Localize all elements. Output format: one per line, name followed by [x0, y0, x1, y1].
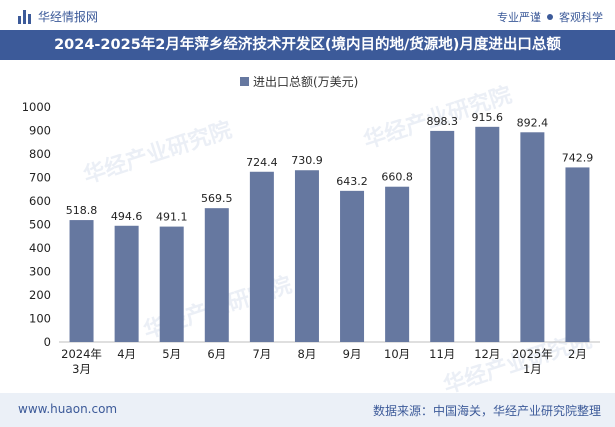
x-tick-label: 2月	[568, 347, 587, 361]
x-tick-label: 5月	[162, 347, 181, 361]
y-tick-label: 600	[29, 194, 51, 208]
tagline-right: 客观科学	[559, 11, 603, 24]
bar	[69, 220, 94, 342]
bar	[520, 132, 545, 342]
x-tick-label: 9月	[343, 347, 362, 361]
x-tick-label: 1月	[523, 362, 542, 376]
website-link[interactable]: www.huaon.com	[18, 402, 118, 416]
y-tick-label: 800	[29, 147, 51, 161]
bar	[159, 226, 184, 342]
data-label: 892.4	[517, 116, 549, 129]
x-tick-label: 12月	[474, 347, 500, 361]
chart-title: 2024-2025年2月年萍乡经济技术开发区(境内目的地/货源地)月度进出口总额	[0, 30, 615, 60]
y-tick-label: 0	[44, 335, 51, 349]
x-tick-label: 6月	[207, 347, 226, 361]
separator-dot-icon	[547, 14, 553, 20]
data-label: 898.3	[426, 115, 458, 128]
bar	[249, 171, 274, 342]
y-tick-label: 200	[29, 288, 51, 302]
y-tick-label: 400	[29, 241, 51, 255]
data-label: 491.1	[156, 211, 188, 224]
tagline: 专业严谨 客观科学	[497, 9, 603, 25]
x-tick-label: 4月	[117, 347, 136, 361]
brand-logo[interactable]: 华经情报网	[18, 8, 98, 25]
data-label: 494.6	[111, 210, 143, 223]
y-tick-label: 700	[29, 171, 51, 185]
tagline-left: 专业严谨	[497, 11, 541, 24]
y-tick-label: 500	[29, 218, 51, 232]
bar	[294, 170, 319, 342]
bar	[340, 190, 365, 342]
bar	[475, 126, 500, 342]
legend-label: 进出口总额(万美元)	[253, 75, 358, 89]
x-tick-label: 10月	[384, 347, 410, 361]
y-tick-label: 900	[29, 124, 51, 138]
data-label: 915.6	[472, 111, 504, 124]
data-label: 569.5	[201, 192, 233, 205]
y-tick-label: 1000	[22, 100, 51, 114]
bar-chart: 进出口总额(万美元) 0 100 200 300 400 500 600 700 800 900 10…	[22, 75, 600, 376]
x-tick-label: 2024年	[61, 347, 102, 361]
x-tick-label: 7月	[252, 347, 271, 361]
data-label: 518.8	[66, 204, 98, 217]
data-source: 数据来源：中国海关，华经产业研究院整理	[372, 404, 601, 418]
y-tick-label: 300	[29, 265, 51, 279]
top-bar: 华经情报网 专业严谨 客观科学	[0, 0, 615, 30]
data-label: 742.9	[562, 151, 594, 164]
brand-name: 华经情报网	[38, 10, 99, 24]
footer: www.huaon.com 数据来源：中国海关，华经产业研究院整理	[0, 393, 615, 427]
x-tick-label: 3月	[72, 362, 91, 376]
bar	[430, 130, 455, 342]
data-label: 724.4	[246, 156, 278, 169]
bar-chart-icon	[18, 9, 32, 24]
x-tick-label: 2025年	[512, 347, 553, 361]
bar	[565, 167, 590, 342]
x-tick-label: 8月	[298, 347, 317, 361]
bar	[385, 186, 410, 342]
data-label: 730.9	[291, 154, 323, 167]
bar	[204, 208, 229, 342]
bar	[114, 225, 139, 342]
legend-swatch	[240, 77, 249, 86]
y-tick-label: 100	[29, 312, 51, 326]
data-label: 660.8	[381, 171, 413, 184]
x-tick-label: 11月	[429, 347, 455, 361]
data-label: 643.2	[336, 175, 368, 188]
